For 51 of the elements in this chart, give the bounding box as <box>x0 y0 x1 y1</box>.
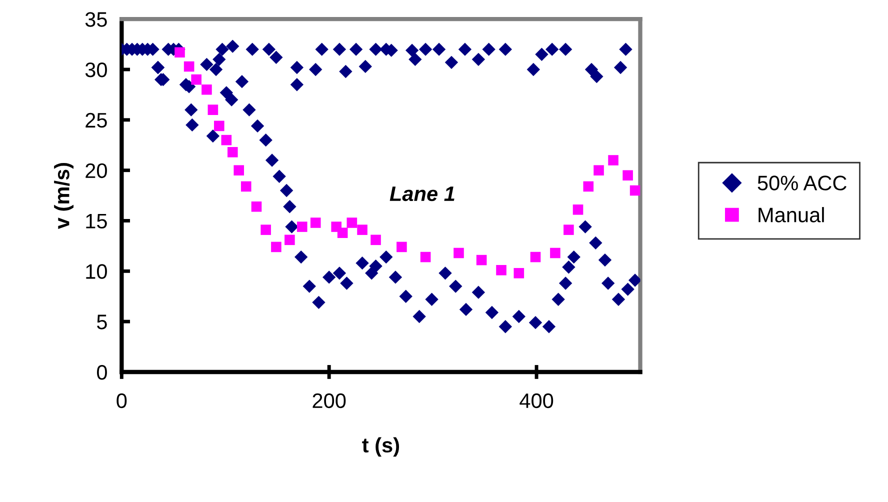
x-axis-title: t (s) <box>362 437 400 457</box>
point <box>251 201 262 212</box>
point <box>514 268 524 278</box>
point <box>454 248 464 258</box>
point <box>583 181 594 192</box>
y-tick-label: 10 <box>86 264 107 279</box>
legend-label: 50% ACC <box>758 176 846 190</box>
point <box>476 254 487 266</box>
point <box>594 165 604 176</box>
y-tick-label: 20 <box>86 163 107 178</box>
point <box>227 147 238 158</box>
x-tick-label: 0 <box>116 393 127 408</box>
point <box>296 222 308 232</box>
point <box>260 224 271 235</box>
point <box>202 84 212 95</box>
point <box>550 248 560 258</box>
point <box>608 155 618 166</box>
point <box>496 264 506 276</box>
point <box>357 224 368 235</box>
point <box>622 170 633 181</box>
point <box>284 234 295 246</box>
y-tick-label: 25 <box>86 112 107 128</box>
point <box>234 165 244 176</box>
point <box>214 120 224 132</box>
x-tick-label: 200 <box>312 393 346 408</box>
legend-label: Manual <box>758 207 824 222</box>
point <box>337 228 348 238</box>
y-tick-label: 15 <box>86 214 107 228</box>
point <box>221 134 232 146</box>
point <box>370 234 381 246</box>
point <box>174 47 185 58</box>
point <box>184 61 194 72</box>
point <box>346 218 358 228</box>
x-tick-label: 400 <box>520 393 554 408</box>
y-tick-label: 30 <box>85 62 107 78</box>
point <box>530 252 541 262</box>
point <box>240 181 252 192</box>
point <box>564 224 574 235</box>
point <box>310 218 321 228</box>
y-tick-label: 0 <box>96 364 107 380</box>
y-axis-title: v (m/s) <box>54 162 74 230</box>
y-tick-label: 5 <box>97 314 107 330</box>
point <box>420 252 431 262</box>
point <box>271 242 282 252</box>
point <box>191 74 202 85</box>
point <box>208 104 218 115</box>
point <box>630 185 640 196</box>
point <box>396 242 407 252</box>
y-tick-label: 35 <box>85 12 107 27</box>
annotation: Lane 1 <box>390 186 454 202</box>
point <box>572 204 584 215</box>
